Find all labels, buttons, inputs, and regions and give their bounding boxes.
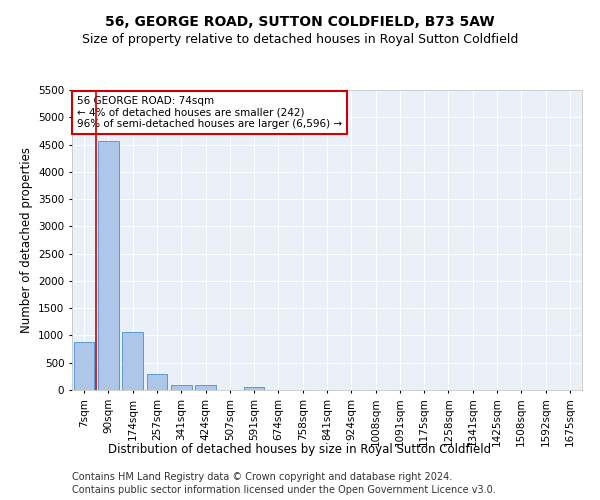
Text: Contains HM Land Registry data © Crown copyright and database right 2024.: Contains HM Land Registry data © Crown c…	[72, 472, 452, 482]
Bar	[171, 385, 191, 390]
Y-axis label: Number of detached properties: Number of detached properties	[20, 147, 32, 333]
Text: Contains public sector information licensed under the Open Government Licence v3: Contains public sector information licen…	[72, 485, 496, 495]
Text: Distribution of detached houses by size in Royal Sutton Coldfield: Distribution of detached houses by size …	[109, 442, 491, 456]
Bar	[122, 332, 143, 390]
Text: 56, GEORGE ROAD, SUTTON COLDFIELD, B73 5AW: 56, GEORGE ROAD, SUTTON COLDFIELD, B73 5…	[105, 15, 495, 29]
Bar	[98, 142, 119, 390]
Bar	[146, 374, 167, 390]
Text: 56 GEORGE ROAD: 74sqm
← 4% of detached houses are smaller (242)
96% of semi-deta: 56 GEORGE ROAD: 74sqm ← 4% of detached h…	[77, 96, 342, 129]
Text: Size of property relative to detached houses in Royal Sutton Coldfield: Size of property relative to detached ho…	[82, 32, 518, 46]
Bar	[244, 387, 265, 390]
Bar	[195, 385, 216, 390]
Bar	[74, 342, 94, 390]
